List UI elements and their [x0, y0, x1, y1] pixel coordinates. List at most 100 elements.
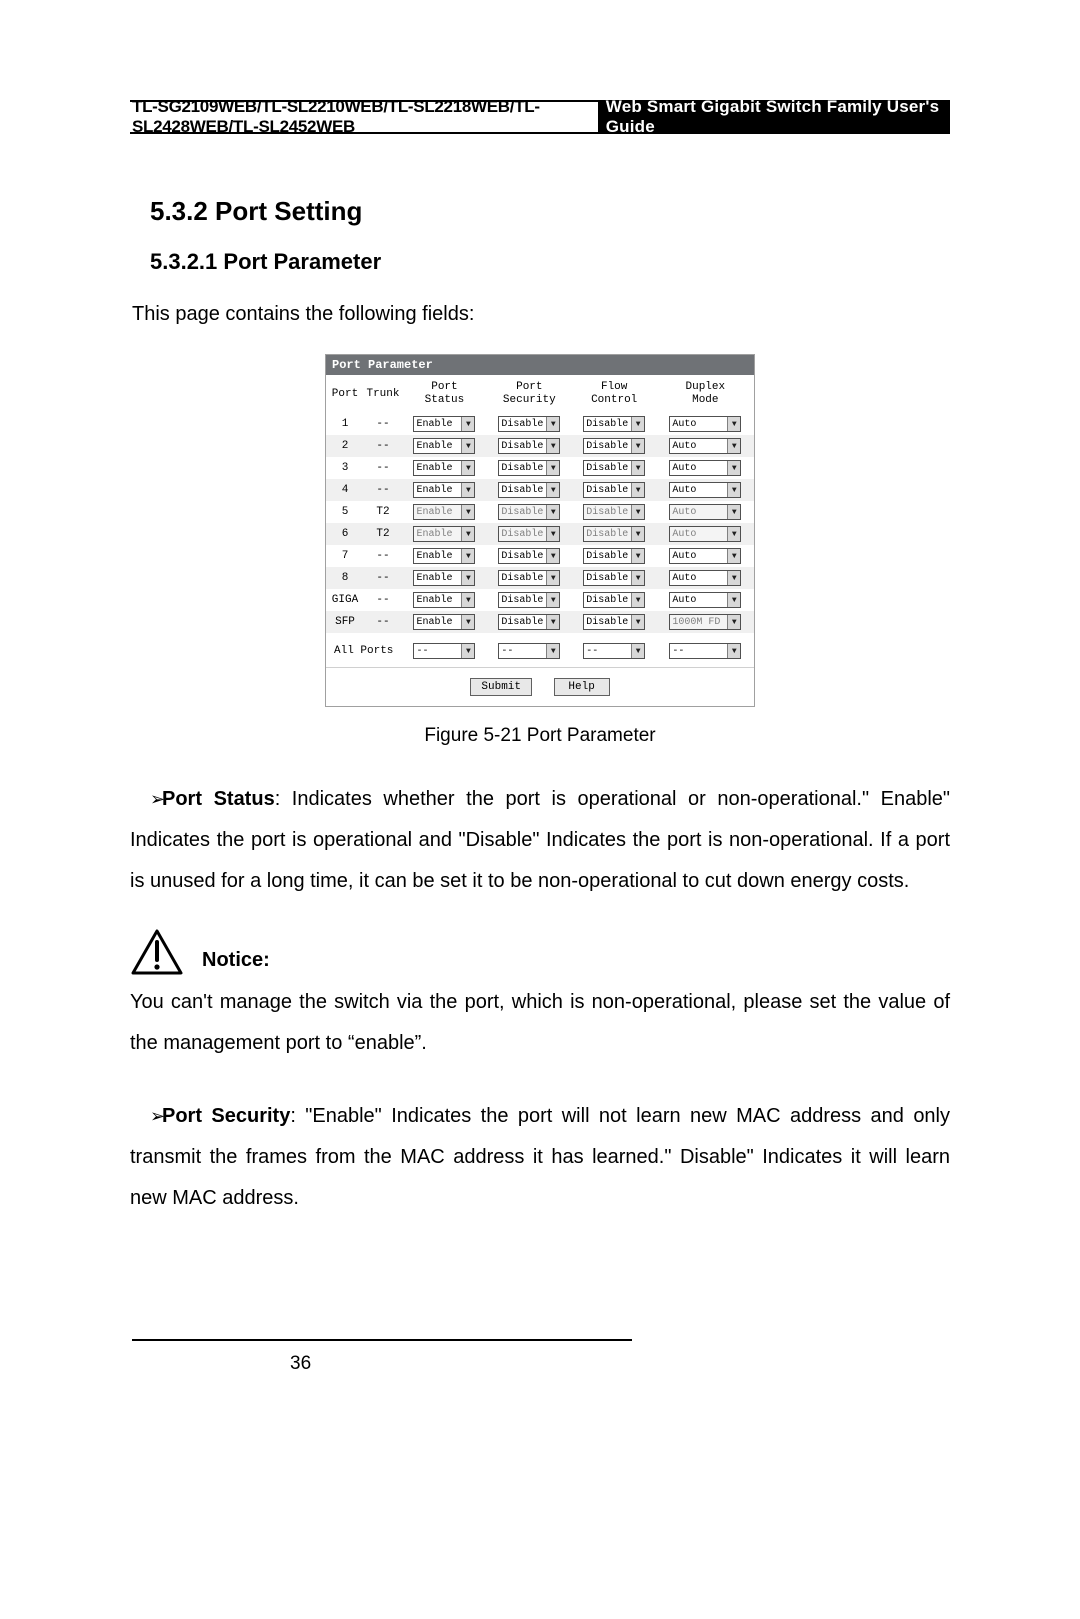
flow-control-select: Disable▼	[583, 504, 645, 520]
chevron-down-icon: ▼	[546, 571, 559, 585]
duplex-mode-select[interactable]: Auto▼	[669, 570, 741, 586]
chevron-down-icon: ▼	[631, 505, 644, 519]
col-trunk: Trunk	[364, 375, 402, 413]
table-row: 4--Enable▼Disable▼Disable▼Auto▼	[326, 479, 754, 501]
flow-control-select[interactable]: Disable▼	[583, 482, 645, 498]
port-security-select[interactable]: Disable▼	[498, 614, 560, 630]
port-status-select[interactable]: Enable▼	[413, 614, 475, 630]
chevron-down-icon: ▼	[461, 615, 474, 629]
chevron-down-icon: ▼	[546, 461, 559, 475]
chevron-down-icon: ▼	[546, 527, 559, 541]
port-table: Port Trunk Port Status Port Security Flo…	[326, 375, 754, 667]
chevron-down-icon: ▼	[631, 527, 644, 541]
table-row: 6T2Enable▼Disable▼Disable▼Auto▼	[326, 523, 754, 545]
chevron-down-icon: ▼	[727, 527, 740, 541]
duplex-mode-select: Auto▼	[669, 526, 741, 542]
all-ports-flow-select[interactable]: --▼	[583, 643, 645, 659]
trunk-cell: --	[364, 435, 402, 457]
bullet-arrow-icon: ➢	[130, 1098, 162, 1135]
duplex-mode-select[interactable]: Auto▼	[669, 416, 741, 432]
port-status-select[interactable]: Enable▼	[413, 438, 475, 454]
port-security-select[interactable]: Disable▼	[498, 438, 560, 454]
section-heading: 5.3.2 Port Setting	[150, 196, 950, 227]
chevron-down-icon: ▼	[727, 571, 740, 585]
port-security-select[interactable]: Disable▼	[498, 548, 560, 564]
port-status-select[interactable]: Enable▼	[413, 460, 475, 476]
page-header: TL-SG2109WEB/TL-SL2210WEB/TL-SL2218WEB/T…	[130, 100, 950, 134]
chevron-down-icon: ▼	[727, 461, 740, 475]
all-ports-duplex-select[interactable]: --▼	[669, 643, 741, 659]
duplex-mode-select: 1000M FD▼	[669, 614, 741, 630]
flow-control-select[interactable]: Disable▼	[583, 416, 645, 432]
table-row: 5T2Enable▼Disable▼Disable▼Auto▼	[326, 501, 754, 523]
duplex-mode-select[interactable]: Auto▼	[669, 460, 741, 476]
duplex-mode-select[interactable]: Auto▼	[669, 438, 741, 454]
port-status-select[interactable]: Enable▼	[413, 592, 475, 608]
chevron-down-icon: ▼	[727, 439, 740, 453]
table-row: 1--Enable▼Disable▼Disable▼Auto▼	[326, 413, 754, 435]
header-model-list: TL-SG2109WEB/TL-SL2210WEB/TL-SL2218WEB/T…	[130, 102, 598, 132]
flow-control-select[interactable]: Disable▼	[583, 460, 645, 476]
port-security-select[interactable]: Disable▼	[498, 460, 560, 476]
chevron-down-icon: ▼	[461, 644, 474, 658]
duplex-mode-select[interactable]: Auto▼	[669, 592, 741, 608]
port-security-select: Disable▼	[498, 504, 560, 520]
flow-control-select[interactable]: Disable▼	[583, 592, 645, 608]
chevron-down-icon: ▼	[461, 549, 474, 563]
trunk-cell: --	[364, 589, 402, 611]
flow-control-select[interactable]: Disable▼	[583, 438, 645, 454]
table-row: 2--Enable▼Disable▼Disable▼Auto▼	[326, 435, 754, 457]
port-cell: 6	[326, 523, 364, 545]
footer-rule	[132, 1339, 632, 1341]
chevron-down-icon: ▼	[727, 417, 740, 431]
table-row: 8--Enable▼Disable▼Disable▼Auto▼	[326, 567, 754, 589]
duplex-mode-select: Auto▼	[669, 504, 741, 520]
port-cell: 8	[326, 567, 364, 589]
port-security-select[interactable]: Disable▼	[498, 482, 560, 498]
port-security-select[interactable]: Disable▼	[498, 570, 560, 586]
submit-button[interactable]: Submit	[470, 678, 532, 696]
table-row: GIGA--Enable▼Disable▼Disable▼Auto▼	[326, 589, 754, 611]
flow-control-select[interactable]: Disable▼	[583, 614, 645, 630]
port-status-select[interactable]: Enable▼	[413, 482, 475, 498]
duplex-mode-select[interactable]: Auto▼	[669, 482, 741, 498]
flow-control-select[interactable]: Disable▼	[583, 570, 645, 586]
duplex-mode-select[interactable]: Auto▼	[669, 548, 741, 564]
panel-title: Port Parameter	[326, 355, 754, 375]
help-button[interactable]: Help	[554, 678, 610, 696]
port-cell: 5	[326, 501, 364, 523]
trunk-cell: --	[364, 413, 402, 435]
port-security-select: Disable▼	[498, 526, 560, 542]
chevron-down-icon: ▼	[546, 505, 559, 519]
port-security-select[interactable]: Disable▼	[498, 592, 560, 608]
chevron-down-icon: ▼	[546, 483, 559, 497]
all-ports-security-select[interactable]: --▼	[498, 643, 560, 659]
port-status-select[interactable]: Enable▼	[413, 416, 475, 432]
chevron-down-icon: ▼	[461, 439, 474, 453]
port-security-select[interactable]: Disable▼	[498, 416, 560, 432]
chevron-down-icon: ▼	[631, 439, 644, 453]
port-status-label: Port Status	[162, 788, 275, 810]
all-ports-label: All Ports	[326, 633, 402, 667]
notice-row: Notice:	[130, 928, 950, 976]
chevron-down-icon: ▼	[461, 527, 474, 541]
chevron-down-icon: ▼	[727, 549, 740, 563]
table-row: SFP--Enable▼Disable▼Disable▼1000M FD▼	[326, 611, 754, 633]
chevron-down-icon: ▼	[461, 417, 474, 431]
port-status-select: Enable▼	[413, 526, 475, 542]
col-status: Port Status	[402, 375, 487, 413]
flow-control-select[interactable]: Disable▼	[583, 548, 645, 564]
chevron-down-icon: ▼	[631, 549, 644, 563]
trunk-cell: --	[364, 545, 402, 567]
all-ports-status-select[interactable]: --▼	[413, 643, 475, 659]
port-security-label: Port Security	[162, 1105, 290, 1127]
button-row: Submit Help	[326, 667, 754, 706]
port-cell: 4	[326, 479, 364, 501]
page-number: 36	[290, 1353, 950, 1375]
port-status-select[interactable]: Enable▼	[413, 548, 475, 564]
chevron-down-icon: ▼	[631, 615, 644, 629]
chevron-down-icon: ▼	[727, 483, 740, 497]
col-port: Port	[326, 375, 364, 413]
port-status-select[interactable]: Enable▼	[413, 570, 475, 586]
chevron-down-icon: ▼	[546, 549, 559, 563]
